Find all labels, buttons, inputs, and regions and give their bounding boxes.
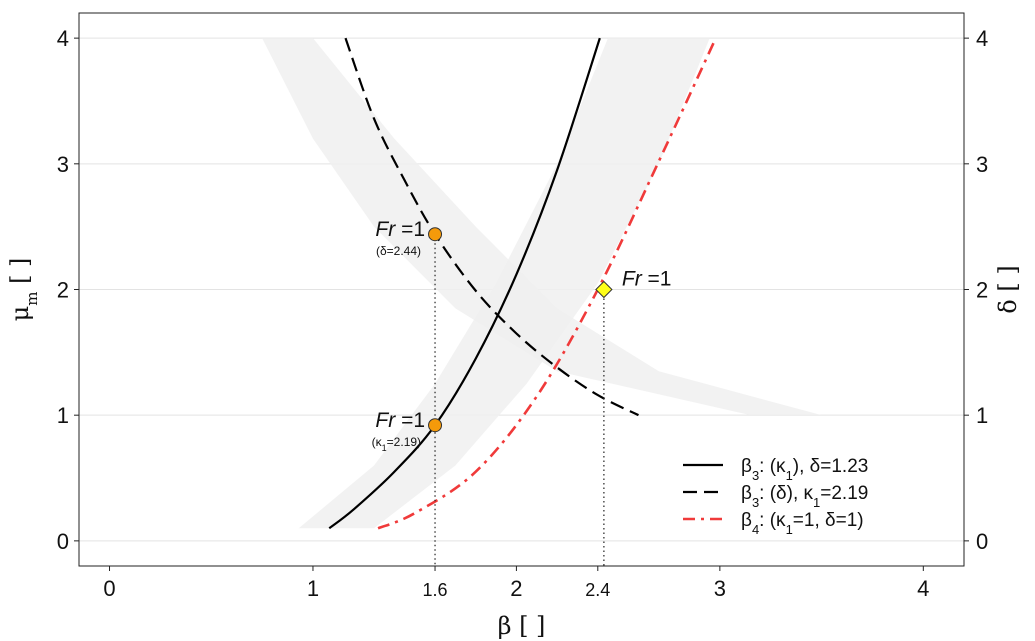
legend-label-3: β4: (κ1=1, δ=1) xyxy=(741,510,864,537)
legend-label-1: β3: (κ1), δ=1.23 xyxy=(741,456,868,483)
delta-band xyxy=(262,38,822,416)
annotation-fr-delta-sub: (δ=2.44) xyxy=(376,244,421,258)
y-axis-title: μm [ ] xyxy=(6,258,41,322)
x-tick-label: 2.4 xyxy=(585,580,610,600)
right-tick-label: 2 xyxy=(976,278,988,303)
y-tick-label: 0 xyxy=(57,529,69,554)
legend-label-2: β3: (δ), κ1=2.19 xyxy=(741,483,868,510)
y-tick-label: 2 xyxy=(57,278,69,303)
right-tick-label: 3 xyxy=(976,152,988,177)
right-tick-label: 0 xyxy=(976,529,988,554)
x-tick-label: 2 xyxy=(510,576,522,601)
annotation-fr-kappa-main: Fr =1 xyxy=(375,409,425,432)
shaded-bands xyxy=(262,38,822,529)
x-tick-label: 0 xyxy=(103,576,115,601)
right-tick-label: 4 xyxy=(976,26,988,51)
right-axis-ticks: 0 1 2 3 4 xyxy=(964,26,988,554)
annotation-fr-delta-main: Fr =1 xyxy=(375,218,425,241)
x-axis-title: β [ ] xyxy=(498,612,546,640)
x-tick-label: 4 xyxy=(917,576,929,601)
y-axis-ticks: 0 1 2 3 4 xyxy=(57,26,79,554)
series-lines xyxy=(328,37,717,530)
y-tick-label: 3 xyxy=(57,152,69,177)
series-line-1 xyxy=(328,37,601,530)
x-tick-label: 1.6 xyxy=(423,580,448,600)
right-tick-label: 1 xyxy=(976,403,988,428)
annotation-fr-beta4-main: Fr =1 xyxy=(622,268,672,291)
fr-point-beta4 xyxy=(595,280,613,299)
right-axis-title: δ [ ] xyxy=(994,265,1022,313)
guide-lines xyxy=(434,234,605,566)
fr-point-delta xyxy=(428,227,443,242)
x-tick-label: 3 xyxy=(714,576,726,601)
annotations: Fr =1 (δ=2.44) Fr =1 (κ1=2.19) Fr =1 xyxy=(372,218,672,453)
series-line-3 xyxy=(377,37,717,530)
y-tick-label: 1 xyxy=(57,403,69,428)
annotation-fr-kappa-sub: (κ1=2.19) xyxy=(372,435,421,453)
fr-point-kappa xyxy=(428,418,443,433)
x-tick-label: 1 xyxy=(307,576,319,601)
series-line-2 xyxy=(344,37,639,417)
x-axis-ticks: 0 1 1.6 2 2.4 3 4 xyxy=(103,566,929,601)
data-points xyxy=(428,227,613,433)
y-tick-label: 4 xyxy=(57,26,69,51)
